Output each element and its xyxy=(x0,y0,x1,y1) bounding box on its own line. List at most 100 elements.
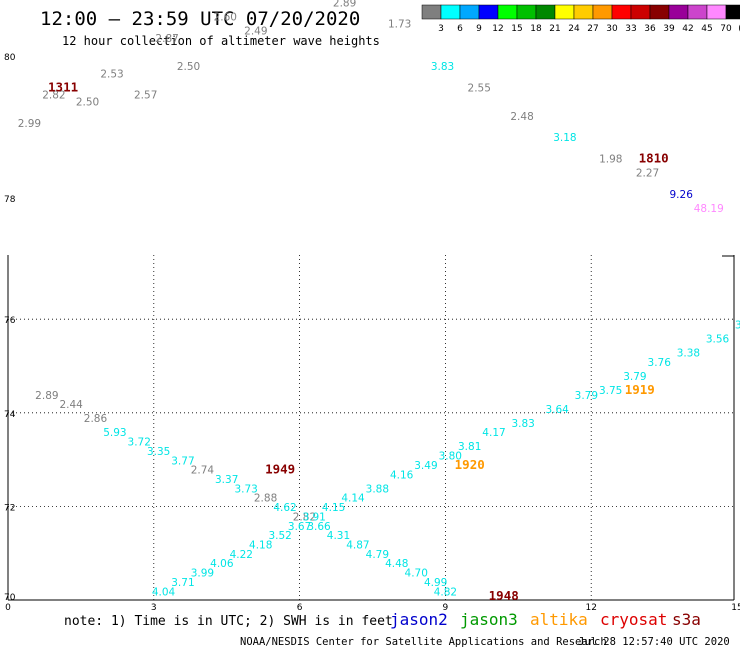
wave-height-label: 2.89 xyxy=(35,390,58,402)
legend-swatch xyxy=(421,4,442,20)
legend-swatch xyxy=(592,4,613,20)
wave-height-label: 4.87 xyxy=(346,540,369,552)
legend-swatch xyxy=(725,4,740,20)
legend-swatch xyxy=(630,4,651,20)
page-subtitle: 12 hour collection of altimeter wave hei… xyxy=(62,34,380,48)
wave-height-label: 3.64 xyxy=(545,404,569,416)
wave-height-label: 2.55 xyxy=(468,83,491,95)
wave-height-label: 4.16 xyxy=(390,469,414,481)
wave-height-label: 2.60 xyxy=(214,12,237,24)
legend-swatch xyxy=(459,4,480,20)
legend-label: 42 xyxy=(682,24,693,34)
legend-label: 9 xyxy=(476,24,482,34)
legend-swatch xyxy=(440,4,461,20)
wave-height-label: 2.50 xyxy=(177,61,200,73)
wave-height-label: 2.27 xyxy=(636,168,659,180)
satellite-jason2: jason2 xyxy=(390,610,448,629)
legend-label: 30 xyxy=(606,24,618,34)
satellite-s3a: s3a xyxy=(672,610,701,629)
pass-time-label: 1948 xyxy=(489,588,519,603)
wave-height-label: 5.93 xyxy=(103,427,126,439)
wave-height-label: 2.53 xyxy=(100,68,123,80)
wave-height-label: 4.48 xyxy=(385,558,408,570)
legend-label: 15 xyxy=(511,24,522,34)
wave-height-label: 3.99 xyxy=(191,568,214,580)
legend-swatch xyxy=(516,4,537,20)
wave-height-label: 3.56 xyxy=(706,334,730,346)
y-tick-label: 80 xyxy=(4,53,16,63)
wave-height-label: 3.75 xyxy=(599,385,622,397)
wave-height-label: 2.44 xyxy=(59,399,83,411)
x-tick-label: 3 xyxy=(151,603,157,613)
pass-time-label: 1949 xyxy=(265,462,295,477)
wave-height-label: 2.86 xyxy=(84,413,108,425)
wave-height-label: 3.49 xyxy=(414,460,437,472)
y-tick-label: 78 xyxy=(4,195,16,205)
legend-label: 21 xyxy=(549,24,560,34)
pass-time-label: 1919 xyxy=(625,382,655,397)
wave-height-label: 3.91 xyxy=(302,511,325,523)
wave-height-label: 2.82 xyxy=(42,90,65,102)
wave-height-label: 4.31 xyxy=(327,530,350,542)
satellite-cryosat: cryosat xyxy=(600,610,667,629)
wave-height-label: 3.88 xyxy=(366,483,389,495)
legend-swatch xyxy=(478,4,499,20)
wave-height-label: 3.83 xyxy=(511,418,534,430)
satellite-jason3: jason3 xyxy=(460,610,518,629)
wave-height-label: 3.79 xyxy=(575,390,598,402)
satellite-legend: jason2 jason3 altika cryosat s3a xyxy=(390,610,701,629)
wave-height-label: 2.57 xyxy=(134,90,157,102)
legend-swatch xyxy=(706,4,727,20)
wave-height-label: 2.42 xyxy=(278,0,301,2)
wave-height-label: 2.99 xyxy=(18,118,41,130)
wave-height-label: 2.88 xyxy=(254,493,277,505)
lower-panel: 70 72 74 76 0 3 6 9 12 15 2.892.442.86 5.933.723.35… xyxy=(4,255,740,613)
wave-height-label: 3.76 xyxy=(648,357,672,369)
wave-height-label: 2.49 xyxy=(244,26,267,38)
x-tick-label: 9 xyxy=(443,603,449,613)
wave-height-label: 3.78 xyxy=(735,320,740,332)
wave-height-label: 3.73 xyxy=(234,483,257,495)
wave-height-label: 1.73 xyxy=(388,19,411,31)
wave-height-label: 3.35 xyxy=(147,446,170,458)
wave-height-label: 2.50 xyxy=(76,97,99,109)
wave-height-label: 3.80 xyxy=(439,451,462,463)
pass-time-label: 1311 xyxy=(48,80,78,95)
wave-height-label: 3.71 xyxy=(171,577,194,589)
wave-height-label: 4.99 xyxy=(424,577,447,589)
wave-height-label: 3.67 xyxy=(288,521,311,533)
wave-height-label: 3.38 xyxy=(677,348,700,360)
legend-label: 27 xyxy=(587,24,598,34)
legend-swatch xyxy=(668,4,689,20)
wave-height-label: 4.04 xyxy=(152,586,176,598)
y-tick-label: 76 xyxy=(4,316,16,326)
upper-panel: 80782.992.822.502.532.572.872.502.603.35… xyxy=(4,0,724,215)
legend-swatch xyxy=(535,4,556,20)
wave-height-label: 2.74 xyxy=(191,465,215,477)
wave-height-label: 9.26 xyxy=(670,189,694,201)
pass-time-label: 1810 xyxy=(639,151,669,166)
y-tick-label: 74 xyxy=(4,410,16,420)
wave-height-label: 3.77 xyxy=(171,455,194,467)
wave-height-label: 48.19 xyxy=(694,203,724,215)
wave-height-label: 2.48 xyxy=(510,111,533,123)
legend-label: 24 xyxy=(568,24,580,34)
legend-label: 3 xyxy=(438,24,444,34)
legend-swatch xyxy=(611,4,632,20)
wave-height-label: 4.79 xyxy=(366,549,389,561)
footer-timestamp: Jul 28 12:57:40 UTC 2020 xyxy=(578,636,730,648)
satellite-altika: altika xyxy=(530,610,588,629)
legend-label: 45 xyxy=(701,24,712,34)
wave-height-label: 4.62 xyxy=(273,502,296,514)
wave-height-label: 3.81 xyxy=(458,441,481,453)
wave-height-label: 3.52 xyxy=(268,530,291,542)
wave-height-label: 2.87 xyxy=(155,33,178,45)
wave-height-label: 4.82 xyxy=(434,586,457,598)
x-tick-label: 15 xyxy=(731,603,740,613)
wave-height-label: 3.72 xyxy=(128,437,151,449)
legend-swatch xyxy=(497,4,518,20)
legend-label: 70 xyxy=(720,24,732,34)
legend-label: 18 xyxy=(530,24,542,34)
